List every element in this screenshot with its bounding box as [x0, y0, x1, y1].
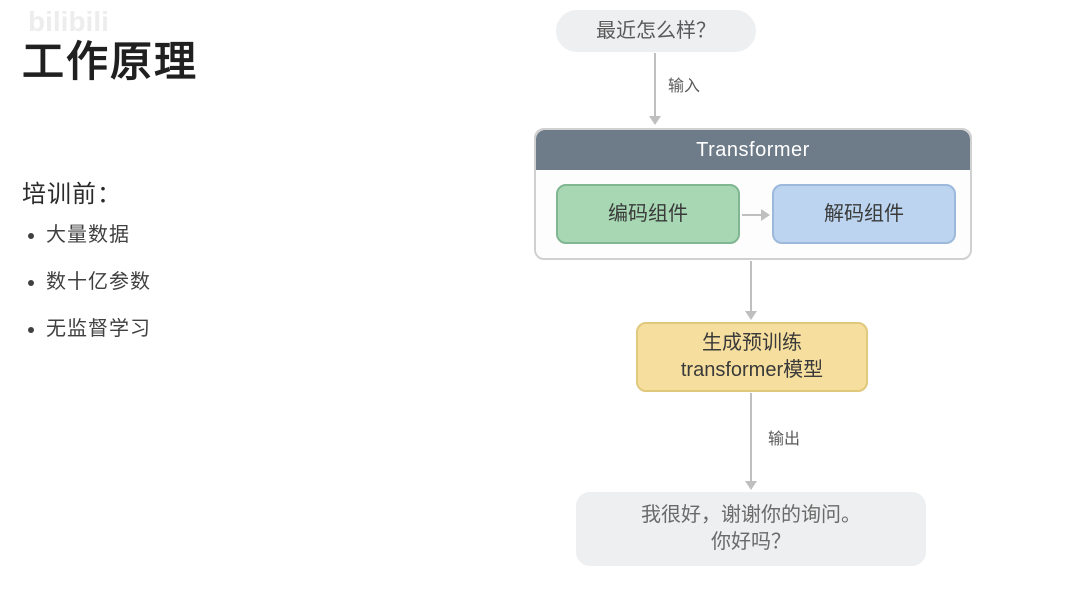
arrow-transformer-to-gpt — [750, 261, 752, 312]
output-node: 我很好，谢谢你的询问。 你好吗？ — [576, 492, 926, 566]
gpt-node: 生成预训练 transformer模型 — [636, 322, 868, 392]
input-node: 最近怎么样？ — [556, 10, 756, 52]
transformer-header: Transformer — [536, 130, 970, 170]
arrow-head-down-icon — [745, 311, 757, 320]
arrow-input-to-transformer — [654, 53, 656, 117]
bullet-list: 大量数据 数十亿参数 无监督学习 — [22, 218, 151, 359]
edge-label-input: 输入 — [668, 72, 700, 96]
page-title: 工作原理 — [22, 28, 198, 89]
section-subtitle: 培训前： — [22, 174, 122, 209]
arrow-head-down-icon — [745, 481, 757, 490]
gpt-node-line1: 生成预训练 — [681, 330, 823, 357]
edge-label-output: 输出 — [768, 425, 800, 449]
arrow-encoder-to-decoder — [742, 214, 762, 216]
arrow-head-right-icon — [761, 209, 770, 221]
decoder-node: 解码组件 — [772, 184, 956, 244]
bullet-item: 数十亿参数 — [46, 265, 151, 294]
output-node-line1: 我很好，谢谢你的询问。 — [641, 502, 861, 529]
gpt-node-line2: transformer模型 — [681, 357, 823, 384]
arrow-head-down-icon — [649, 116, 661, 125]
output-node-line2: 你好吗？ — [641, 529, 861, 556]
encoder-node: 编码组件 — [556, 184, 740, 244]
bullet-item: 大量数据 — [46, 218, 151, 247]
arrow-gpt-to-output — [750, 393, 752, 482]
bullet-item: 无监督学习 — [46, 312, 151, 341]
